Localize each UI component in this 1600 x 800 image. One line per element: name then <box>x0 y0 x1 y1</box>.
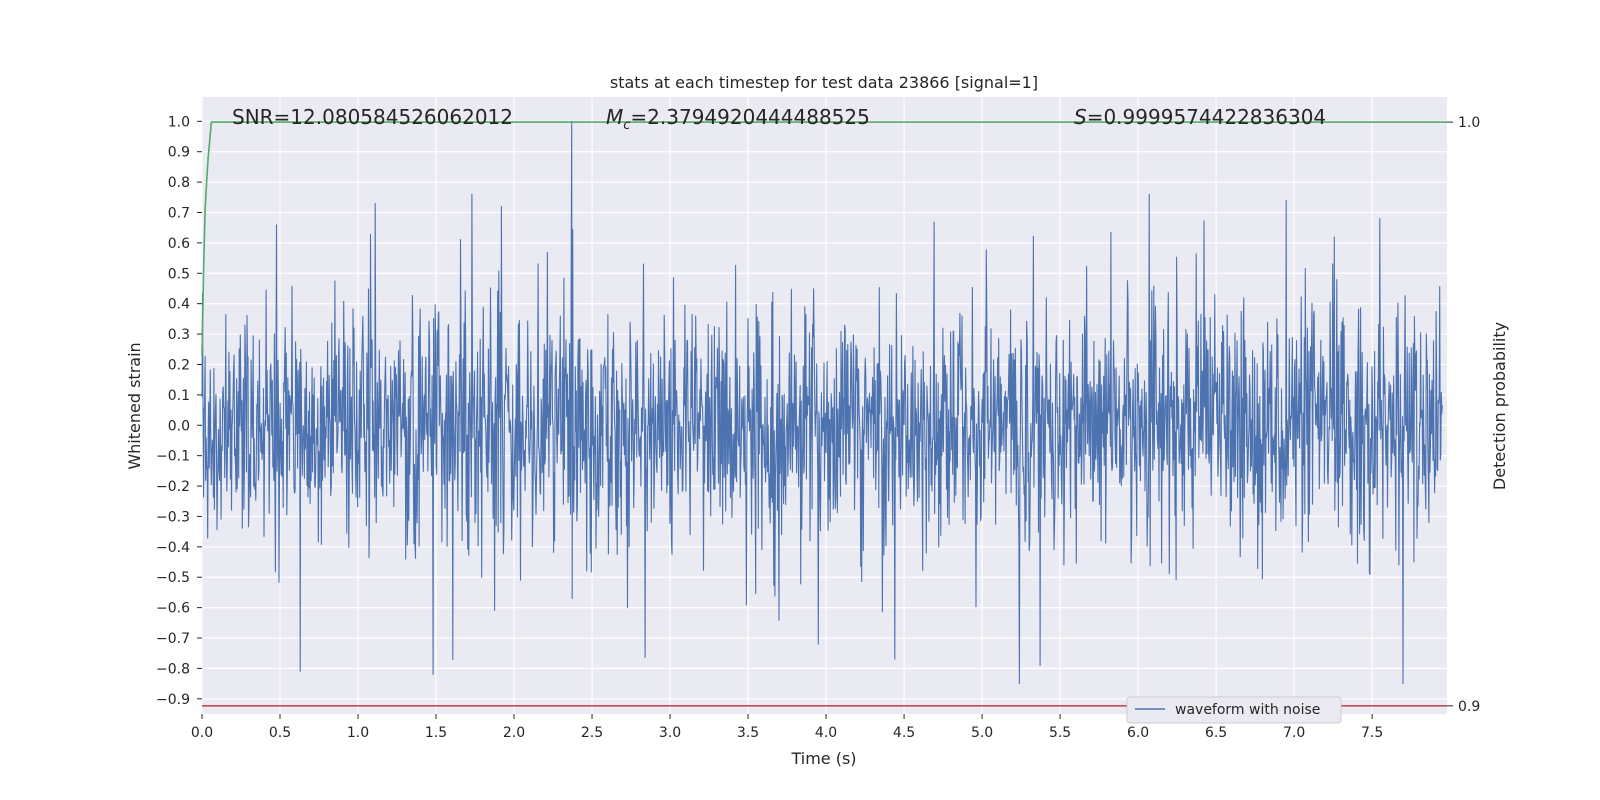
x-tick-label: 5.0 <box>971 725 993 741</box>
y-tick-label: 0.2 <box>168 357 190 373</box>
y-tick-label: 0.6 <box>168 236 190 252</box>
x-tick-label: 0.0 <box>191 725 213 741</box>
chirp-mass-subscript: c <box>623 118 630 133</box>
detection-stat-value: =0.9999574422836304 <box>1087 105 1326 129</box>
axes-layer: 0.0 0.5 1.0 1.5 2.0 2.5 3.0 3.5 4.0 4.5 5.0 5.5 6.0 6… <box>156 114 1480 741</box>
y-right-tick-label: 1.0 <box>1458 115 1480 131</box>
y-tick-label: 0.3 <box>168 327 190 343</box>
series-line-0 <box>201 120 1443 685</box>
y-tick-label: 0.8 <box>168 175 190 191</box>
y-tick-label: −0.2 <box>156 479 190 495</box>
y-tick-label: −0.4 <box>156 540 190 556</box>
y-tick-label: −0.9 <box>156 692 190 708</box>
y-tick-label: −0.7 <box>156 631 190 647</box>
x-tick-label: 6.0 <box>1127 725 1149 741</box>
chirp-mass-annotation: Mc=2.3794920444488525 <box>606 105 870 133</box>
series-line-1 <box>201 121 1447 356</box>
x-tick-label: 0.5 <box>269 725 291 741</box>
x-axis-label: Time (s) <box>790 749 856 768</box>
x-tick-label: 2.0 <box>503 725 525 741</box>
x-tick-label: 5.5 <box>1049 725 1071 741</box>
y-tick-label: −0.8 <box>156 661 190 677</box>
x-tick-label: 3.0 <box>659 725 681 741</box>
x-tick-label: 7.5 <box>1361 725 1383 741</box>
x-tick-label: 6.5 <box>1205 725 1227 741</box>
y-tick-label: 1.0 <box>168 114 190 130</box>
y-tick-label: 0.0 <box>168 418 190 434</box>
legend-box <box>1126 696 1342 724</box>
detection-stat-annotation: S=0.9999574422836304 <box>1074 105 1326 129</box>
legend-entry-waveform: waveform with noise <box>1175 702 1320 718</box>
y-tick-label: 0.7 <box>168 205 190 221</box>
y-right-tick-label: 0.9 <box>1458 699 1480 715</box>
detection-stat-symbol: S <box>1074 105 1087 129</box>
chirp-mass-value: =2.3794920444488525 <box>630 105 869 129</box>
x-tick-label: 2.5 <box>581 725 603 741</box>
y-right-axis-label: Detection probability <box>1490 322 1509 490</box>
x-tick-label: 7.0 <box>1283 725 1305 741</box>
y-tick-label: −0.3 <box>156 509 190 525</box>
y-tick-label: 0.9 <box>168 145 190 161</box>
y-tick-label: 0.5 <box>168 266 190 282</box>
y-axis-label: Whitened strain <box>125 342 144 469</box>
y-tick-label: −0.6 <box>156 601 190 617</box>
chart-title: stats at each timestep for test data 238… <box>610 73 1038 92</box>
y-tick-label: −0.5 <box>156 570 190 586</box>
legend: waveform with noise <box>1126 696 1342 724</box>
y-tick-label: 0.4 <box>168 297 190 313</box>
x-tick-label: 1.5 <box>425 725 447 741</box>
snr-annotation: SNR=12.080584526062012 <box>232 105 513 129</box>
y-tick-label: 0.1 <box>168 388 190 404</box>
x-tick-label: 4.0 <box>815 725 837 741</box>
x-tick-label: 3.5 <box>737 725 759 741</box>
y-tick-label: −0.1 <box>156 449 190 465</box>
x-tick-label: 1.0 <box>347 725 369 741</box>
chirp-mass-symbol: M <box>606 105 623 129</box>
x-tick-label: 4.5 <box>893 725 915 741</box>
